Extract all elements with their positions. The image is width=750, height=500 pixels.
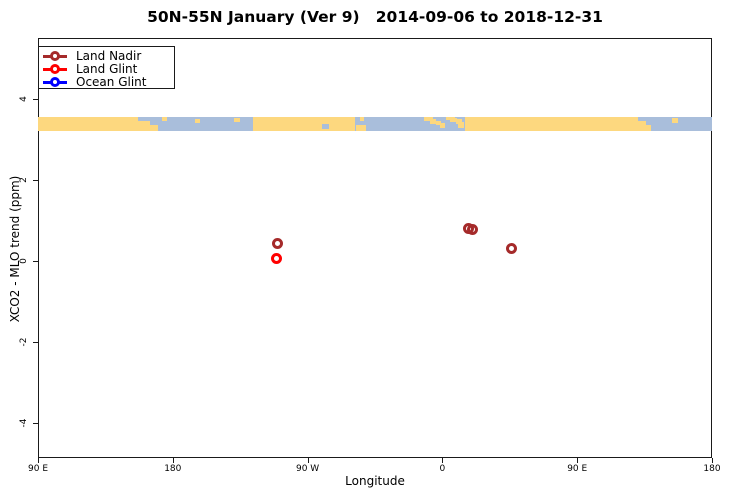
legend: Land Nadir Land Glint Ocean Glint (38, 46, 175, 89)
x-tick (38, 458, 39, 463)
x-tick (712, 458, 713, 463)
x-tick-label: 90 W (295, 464, 320, 474)
map-land-patch (646, 125, 651, 131)
map-land-patch (138, 121, 150, 131)
map-land-patch (430, 119, 436, 124)
map-land-patch (356, 125, 366, 131)
map-land-patch (450, 118, 457, 122)
x-tick (172, 458, 174, 463)
legend-label: Ocean Glint (76, 74, 147, 89)
map-land-patch (456, 119, 462, 124)
x-tick-label: 90 E (28, 464, 48, 474)
legend-sample (43, 50, 67, 61)
legend-sample (43, 63, 67, 74)
x-tick-label: 180 (703, 464, 721, 474)
y-tick (33, 342, 38, 343)
y-tick (33, 261, 38, 262)
plot-area (38, 38, 712, 458)
legend-item-ocean-glint: Ocean Glint (39, 74, 174, 89)
x-axis-title: Longitude (345, 474, 405, 488)
latitude-strip-map (38, 117, 712, 131)
map-land-patch (436, 121, 441, 125)
data-point-land-glint (270, 252, 282, 264)
x-tick-label: 90 E (567, 464, 588, 474)
map-land-patch (424, 117, 433, 121)
open-circle-marker-icon (50, 50, 60, 61)
legend-sample (43, 76, 67, 87)
y-tick (33, 423, 38, 424)
legend-item-land-nadir: Land Nadir (39, 48, 174, 63)
map-land-patch (458, 122, 464, 128)
data-point-land-nadir (467, 224, 479, 236)
legend-label: Land Glint (76, 61, 138, 76)
y-tick-label: 4 (19, 96, 29, 102)
y-axis-title: XCO2 - MLO trend (ppm) (8, 175, 22, 323)
open-circle-marker-icon (50, 63, 60, 74)
data-point-land-nadir (271, 238, 283, 250)
y-tick-label: -4 (19, 418, 29, 428)
map-land-patch (360, 117, 364, 121)
legend-label: Land Nadir (76, 48, 142, 63)
x-tick-label: 0 (439, 464, 446, 474)
map-land-patch (162, 117, 167, 121)
map-ocean-segment (355, 117, 465, 131)
x-tick-label: 180 (164, 464, 182, 474)
map-land-patch (440, 123, 445, 128)
legend-item-land-glint: Land Glint (39, 61, 174, 76)
x-tick (442, 458, 444, 463)
chart-title: 50N-55N January (Ver 9) 2014-09-06 to 20… (147, 8, 603, 26)
open-circle-marker-icon (50, 76, 60, 87)
map-ocean-segment (638, 117, 646, 121)
map-land-patch (234, 118, 240, 122)
map-ocean-segment (322, 124, 329, 129)
y-tick (33, 99, 38, 100)
x-tick (577, 458, 579, 463)
map-land-patch (150, 125, 158, 131)
map-land-patch (195, 119, 200, 123)
x-tick (307, 458, 309, 463)
map-land-patch (672, 118, 678, 123)
data-point-land-nadir (505, 243, 517, 255)
map-ocean-segment (646, 117, 712, 131)
y-tick (33, 180, 38, 181)
